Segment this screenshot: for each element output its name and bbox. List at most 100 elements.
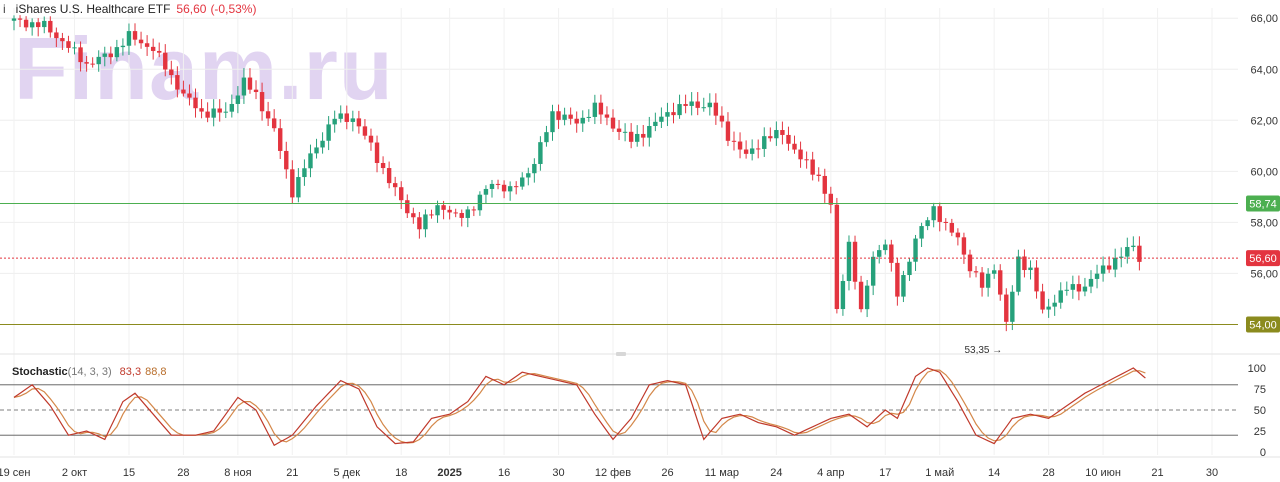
- candle-body: [157, 50, 162, 53]
- candle-body: [695, 101, 700, 108]
- price-tag-support: [1246, 316, 1280, 333]
- x-tick-label: 5 дек: [334, 467, 361, 479]
- candle-body: [919, 226, 924, 239]
- candle-body: [520, 177, 525, 187]
- candle-body: [90, 63, 95, 65]
- candle-body: [762, 136, 767, 149]
- pane-resize-handle: [616, 352, 626, 356]
- candle-body: [392, 183, 398, 188]
- candle-body: [985, 273, 991, 288]
- x-tick-label: 15: [123, 467, 135, 479]
- candle-body: [495, 183, 501, 185]
- candle-body: [864, 285, 870, 310]
- candle-body: [60, 38, 65, 42]
- candle-body: [822, 175, 827, 194]
- candle-body: [635, 133, 640, 142]
- candle-body: [29, 22, 35, 28]
- candle-body: [429, 214, 434, 216]
- candle-body: [447, 209, 452, 213]
- candle-body: [96, 56, 101, 65]
- candle-body: [42, 20, 47, 28]
- stoch-tick-label: 0: [1260, 447, 1266, 459]
- candle-body: [707, 102, 713, 108]
- candle-body: [659, 116, 664, 122]
- candle-body: [1064, 289, 1069, 291]
- candle-body: [380, 162, 386, 169]
- candle-body: [284, 150, 289, 170]
- candle-body: [441, 205, 446, 210]
- candle-body: [368, 135, 374, 143]
- candle-body: [1004, 294, 1009, 322]
- chart-header: i iShares U.S. Healthcare ETF 56,60 (-0,53%…: [3, 2, 256, 16]
- candle-body: [901, 275, 906, 297]
- stoch-tick-label: 75: [1254, 384, 1266, 396]
- x-tick-label: 2025: [437, 467, 461, 479]
- candle-body: [1088, 278, 1094, 287]
- candle-body: [925, 220, 930, 227]
- candle-body: [1058, 290, 1063, 303]
- candle-body: [756, 148, 761, 150]
- candle-body: [949, 222, 955, 233]
- candle-body: [259, 92, 265, 112]
- candle-body: [1106, 265, 1112, 270]
- candle-body: [1052, 302, 1057, 307]
- candle-body: [465, 209, 470, 218]
- candle-body: [671, 112, 676, 116]
- candle-body: [411, 213, 416, 218]
- candle-body: [544, 132, 549, 143]
- candle-body: [937, 206, 942, 222]
- candle-body: [1070, 284, 1076, 290]
- candle-body: [235, 95, 241, 104]
- candle-body: [138, 39, 144, 44]
- candle-body: [48, 20, 53, 33]
- x-tick-label: 21: [1151, 467, 1163, 479]
- k-value: 83,3: [119, 366, 142, 378]
- price-tag-label: 54,00: [1249, 319, 1277, 331]
- candle-body: [1094, 273, 1100, 279]
- candle-body: [616, 128, 622, 132]
- candle-body: [834, 204, 840, 310]
- info-icon[interactable]: i: [3, 2, 6, 16]
- candle-body: [132, 31, 138, 40]
- low-annotation: 53,35 →: [964, 345, 1002, 356]
- candle-body: [302, 168, 307, 178]
- candle-body: [653, 121, 658, 127]
- candle-body: [36, 22, 41, 28]
- candle-body: [1010, 291, 1015, 322]
- x-tick-label: 28: [1043, 467, 1055, 479]
- candle-body: [677, 104, 682, 116]
- price-tag-label: 56,60: [1249, 253, 1277, 265]
- stochastic-legend: Stochastic(14, 3, 3) 83,3 88,8: [12, 366, 167, 378]
- indicator-params: (14, 3, 3): [67, 366, 112, 378]
- candle-body: [961, 237, 967, 255]
- candle-body: [205, 111, 210, 118]
- stoch-d-line: [13, 369, 1146, 444]
- y-tick-label: 66,00: [1250, 13, 1278, 25]
- candle-body: [362, 126, 368, 136]
- candle-body: [840, 280, 846, 310]
- candle-body: [374, 142, 380, 163]
- candle-body: [489, 183, 495, 189]
- x-tick-label: 30: [1206, 467, 1218, 479]
- candle-body: [229, 103, 235, 112]
- candle-body: [108, 53, 114, 58]
- candle-body: [483, 188, 489, 195]
- stoch-k-line: [13, 367, 1146, 447]
- x-tick-label: 2 окт: [62, 467, 87, 479]
- candle-body: [417, 217, 422, 230]
- indicator-name[interactable]: Stochastic: [12, 366, 68, 378]
- candle-body: [598, 102, 604, 115]
- candle-body: [1137, 245, 1142, 262]
- candle-body: [350, 118, 356, 122]
- price-tag-label: 58,74: [1249, 199, 1277, 211]
- d-value: 88,8: [145, 366, 167, 378]
- x-tick-label: 24: [770, 467, 782, 479]
- candle-body: [507, 186, 513, 192]
- y-tick-label: 62,00: [1250, 115, 1278, 127]
- candle-body: [725, 121, 731, 141]
- candle-body: [66, 41, 71, 48]
- candle-body: [683, 104, 688, 106]
- candle-body: [102, 53, 107, 57]
- candle-body: [979, 272, 985, 288]
- candle-body: [731, 140, 737, 142]
